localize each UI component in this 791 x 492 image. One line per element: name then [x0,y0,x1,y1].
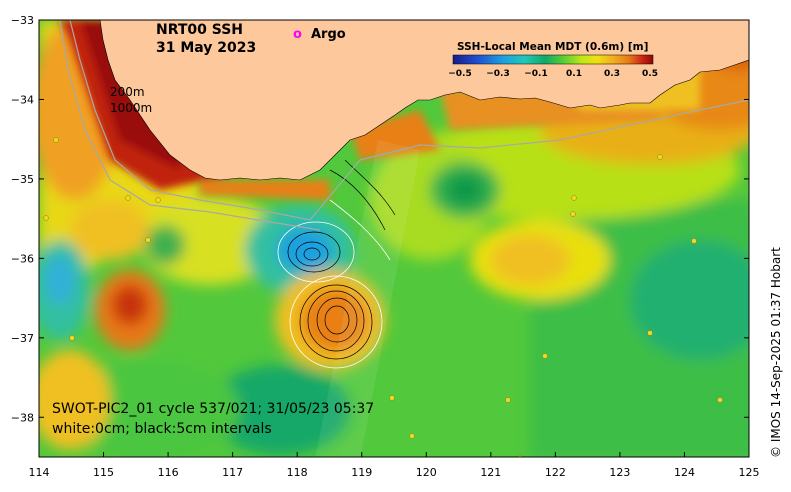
y-tick-label: −35 [11,173,34,186]
swot-swath [315,140,420,457]
title-date: 31 May 2023 [156,40,256,56]
ssh-field [39,20,749,457]
x-tick-label: 117 [222,466,243,479]
y-tick-label: −34 [11,93,34,106]
swot-annotation-line1: SWOT-PIC2_01 cycle 537/021; 31/05/23 05:… [52,401,374,417]
x-tick-label: 123 [609,466,630,479]
imos-credit: © IMOS 14-Sep-2025 01:37 Hobart [769,247,783,458]
swot-annotation-line2: white:0cm; black:5cm intervals [52,421,272,437]
y-axis: −33 −34 −35 −36 −37 −38 [11,14,749,424]
isobaths [59,20,749,231]
argo-floats [43,137,723,457]
depth-label-200: 200m [110,85,145,99]
x-tick-label: 125 [739,466,760,479]
x-tick-label: 118 [287,466,308,479]
x-axis: 114 115 116 117 118 119 120 121 122 123 124 125 [29,452,760,479]
title-product: NRT00 SSH [156,22,243,38]
x-tick-label: 115 [93,466,114,479]
depth-label-1000: 1000m [110,101,152,115]
x-tick-label: 119 [351,466,372,479]
y-tick-label: −38 [11,411,34,424]
x-tick-label: 116 [158,466,179,479]
x-tick-label: 122 [545,466,566,479]
y-tick-label: −37 [11,332,34,345]
y-tick-label: −36 [11,252,34,265]
colorbar-tick-label: 0.1 [566,69,582,79]
colorbar-tick-label: 0.3 [604,69,620,79]
colorbar-tick-label: −0.1 [524,69,547,79]
colorbar-tick-label: 0.5 [642,69,658,79]
colorbar-tick-label: −0.5 [448,69,471,79]
contours [287,159,396,360]
x-tick-label: 121 [480,466,501,479]
colorbar [452,54,654,65]
plot-frame [38,19,750,458]
argo-legend-symbol: o [293,27,302,42]
x-tick-label: 114 [29,466,50,479]
x-tick-label: 124 [674,466,695,479]
colorbar-title: SSH-Local Mean MDT (0.6m) [m] [457,41,648,53]
y-tick-label: −33 [11,14,34,27]
colorbar-ticks: −0.5 −0.3 −0.1 0.1 0.3 0.5 [448,69,658,79]
colorbar-tick-label: −0.3 [486,69,509,79]
argo-legend-label: Argo [311,27,346,42]
x-tick-label: 120 [416,466,437,479]
